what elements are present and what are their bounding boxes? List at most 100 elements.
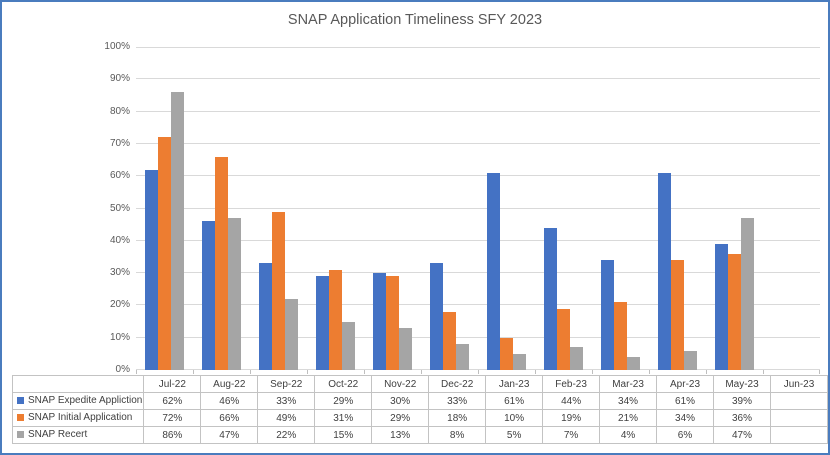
legend-row-header: SNAP Initial Application: [11, 409, 145, 427]
table-month-header: Feb-23: [542, 375, 601, 393]
series-name: SNAP Initial Application: [28, 412, 133, 424]
table-value-cell: 30%: [371, 392, 430, 410]
table-value-cell: 86%: [143, 426, 202, 444]
table-month-header: Mar-23: [599, 375, 658, 393]
bar-snap-recert-nov-22: [399, 328, 412, 370]
series-name: SNAP Recert: [28, 429, 88, 441]
table-value-cell: 5%: [485, 426, 544, 444]
gridline: [136, 369, 820, 370]
table-month-header: Apr-23: [656, 375, 715, 393]
bar-snap-expedite-appliction-may-23: [715, 244, 728, 370]
gridline: [136, 111, 820, 112]
table-month-header: Oct-22: [314, 375, 373, 393]
bar-snap-expedite-appliction-apr-23: [658, 173, 671, 370]
chart-data-table: Jul-22 Aug-22 Sep-22 Oct-22 Nov-22 Dec-22 Jan-…: [11, 375, 828, 444]
table-value-cell: 47%: [713, 426, 771, 444]
y-axis-label: 10%: [109, 332, 130, 343]
x-axis-tick: [193, 370, 194, 374]
x-axis-tick: [136, 370, 137, 374]
gridline: [136, 240, 820, 241]
legend-swatch: [17, 414, 24, 422]
gridline: [136, 47, 820, 48]
bar-snap-recert-jul-22: [171, 92, 184, 370]
bar-snap-recert-sep-22: [285, 299, 298, 370]
y-axis-label: 100%: [104, 41, 130, 52]
table-corner-cell: [11, 375, 145, 393]
table-value-cell: 46%: [200, 392, 259, 410]
bar-snap-recert-feb-23: [570, 347, 583, 370]
table-value-cell: 61%: [485, 392, 544, 410]
y-axis-label: 20%: [109, 299, 130, 310]
table-header-row: Jul-22 Aug-22 Sep-22 Oct-22 Nov-22 Dec-22 Jan-…: [11, 375, 828, 393]
table-month-header: Jun-23: [769, 375, 828, 393]
x-axis-tick: [250, 370, 251, 374]
table-month-header: Jul-22: [143, 375, 202, 393]
table-value-cell: 29%: [371, 409, 430, 427]
table-value-cell: 6%: [656, 426, 715, 444]
bar-snap-initial-application-sep-22: [272, 212, 285, 370]
table-value-cell: 36%: [713, 409, 771, 427]
gridline: [136, 143, 820, 144]
y-axis-label: 40%: [109, 235, 130, 246]
table-month-header: Jan-23: [485, 375, 544, 393]
table-value-cell: 33%: [257, 392, 316, 410]
table-month-header: Nov-22: [371, 375, 430, 393]
table-value-cell: 39%: [713, 392, 771, 410]
legend-swatch: [17, 431, 24, 439]
bar-snap-recert-may-23: [741, 218, 754, 370]
bar-snap-initial-application-apr-23: [671, 260, 684, 370]
x-axis-tick: [763, 370, 764, 374]
bar-snap-expedite-appliction-aug-22: [202, 221, 215, 370]
bar-snap-expedite-appliction-jul-22: [145, 170, 158, 370]
bar-snap-expedite-appliction-oct-22: [316, 276, 329, 370]
table-row: SNAP Initial Application 72% 66% 49% 31% 29% 1…: [11, 409, 828, 427]
table-value-cell: [769, 392, 828, 410]
table-value-cell: [769, 426, 828, 444]
table-value-cell: 61%: [656, 392, 715, 410]
plot-area: [136, 47, 820, 374]
table-month-header: Dec-22: [428, 375, 487, 393]
bar-snap-expedite-appliction-nov-22: [373, 273, 386, 370]
table-value-cell: 72%: [143, 409, 202, 427]
series-name: SNAP Expedite Appliction: [28, 395, 143, 407]
bar-snap-initial-application-nov-22: [386, 276, 399, 370]
x-axis-tick: [364, 370, 365, 374]
bar-snap-expedite-appliction-feb-23: [544, 228, 557, 370]
y-axis-label: 30%: [109, 267, 130, 278]
bar-snap-initial-application-aug-22: [215, 157, 228, 370]
table-value-cell: 34%: [656, 409, 715, 427]
table-month-header: May-23: [713, 375, 771, 393]
bar-snap-initial-application-jul-22: [158, 137, 171, 370]
x-axis-tick: [307, 370, 308, 374]
table-value-cell: 8%: [428, 426, 487, 444]
table-value-cell: 15%: [314, 426, 373, 444]
table-value-cell: [769, 409, 828, 427]
bar-snap-expedite-appliction-mar-23: [601, 260, 614, 370]
x-axis-tick: [478, 370, 479, 374]
gridline: [136, 208, 820, 209]
table-value-cell: 13%: [371, 426, 430, 444]
table-value-cell: 34%: [599, 392, 658, 410]
gridline: [136, 272, 820, 273]
x-axis-tick: [592, 370, 593, 374]
table-value-cell: 18%: [428, 409, 487, 427]
table-value-cell: 22%: [257, 426, 316, 444]
bar-snap-initial-application-feb-23: [557, 309, 570, 370]
table-value-cell: 49%: [257, 409, 316, 427]
gridline: [136, 175, 820, 176]
table-month-header: Aug-22: [200, 375, 259, 393]
table-value-cell: 7%: [542, 426, 601, 444]
y-axis-label: 50%: [109, 203, 130, 214]
y-axis-label: 80%: [109, 106, 130, 117]
bar-snap-initial-application-may-23: [728, 254, 741, 370]
bar-snap-initial-application-jan-23: [500, 338, 513, 370]
x-axis-tick: [535, 370, 536, 374]
bar-snap-initial-application-oct-22: [329, 270, 342, 370]
table-value-cell: 31%: [314, 409, 373, 427]
table-value-cell: 21%: [599, 409, 658, 427]
table-value-cell: 44%: [542, 392, 601, 410]
legend-swatch: [17, 397, 24, 405]
x-axis-tick: [819, 370, 820, 374]
table-month-header: Sep-22: [257, 375, 316, 393]
